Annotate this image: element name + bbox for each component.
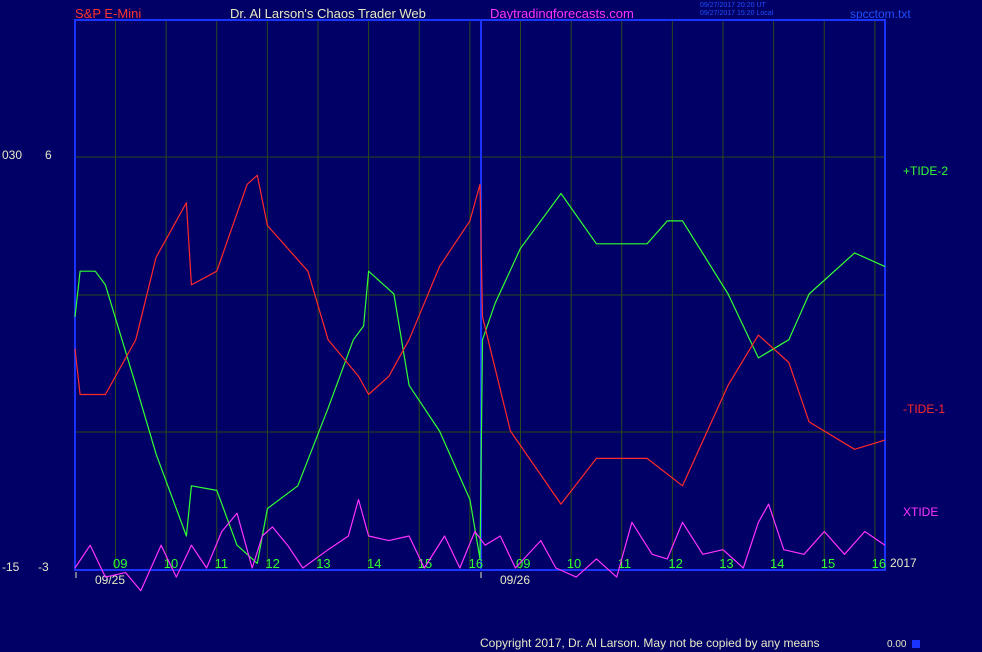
- tide-minus-line: [74, 174, 886, 505]
- legend-xtide: XTIDE: [903, 505, 939, 519]
- hour-label: 16: [469, 556, 483, 571]
- hour-label: 12: [668, 556, 682, 571]
- tide-plus-line: [74, 192, 886, 564]
- symbol-title: S&P E-Mini: [75, 6, 142, 21]
- hour-label: 13: [316, 556, 330, 571]
- copyright-notice: Copyright 2017, Dr. Al Larson. May not b…: [480, 636, 820, 650]
- y-top-label-outer: 030: [2, 148, 23, 162]
- xtide-line: [74, 498, 886, 592]
- hour-label: 14: [770, 556, 784, 571]
- site-title: Dr. Al Larson's Chaos Trader Web: [230, 6, 426, 21]
- y-bottom-label-outer: -15: [2, 560, 20, 574]
- counter-value: 0.00: [887, 639, 907, 650]
- hour-label: 09: [516, 556, 530, 571]
- timestamp-ut: 09/27/2017 20:20 UT: [700, 2, 766, 9]
- site-url[interactable]: Daytradingforecasts.com: [490, 6, 634, 21]
- hour-label: 15: [418, 556, 432, 571]
- hour-label: 10: [567, 556, 581, 571]
- legend-tide-minus: -TIDE-1: [903, 402, 945, 416]
- hour-label: 15: [821, 556, 835, 571]
- hour-label: 14: [367, 556, 381, 571]
- y-top-label-inner: 6: [45, 148, 52, 162]
- y-bottom-label-inner: -3: [38, 560, 49, 574]
- year-label: 2017: [890, 556, 917, 570]
- counter-icon: [912, 640, 920, 648]
- timestamp-local: 09/27/2017 15:20 Local: [700, 10, 774, 17]
- hour-label: 11: [215, 556, 229, 571]
- hour-label: 12: [265, 556, 279, 571]
- hour-label: 13: [719, 556, 733, 571]
- hour-label: 10: [164, 556, 178, 571]
- hour-label: 16: [872, 556, 886, 571]
- hour-label: 09: [113, 556, 127, 571]
- date-label-day2: 09/26: [500, 573, 531, 587]
- legend-tide-plus: +TIDE-2: [903, 164, 949, 178]
- data-file-name: spcctom.txt: [850, 7, 911, 21]
- date-label-day1: 09/25: [95, 573, 126, 587]
